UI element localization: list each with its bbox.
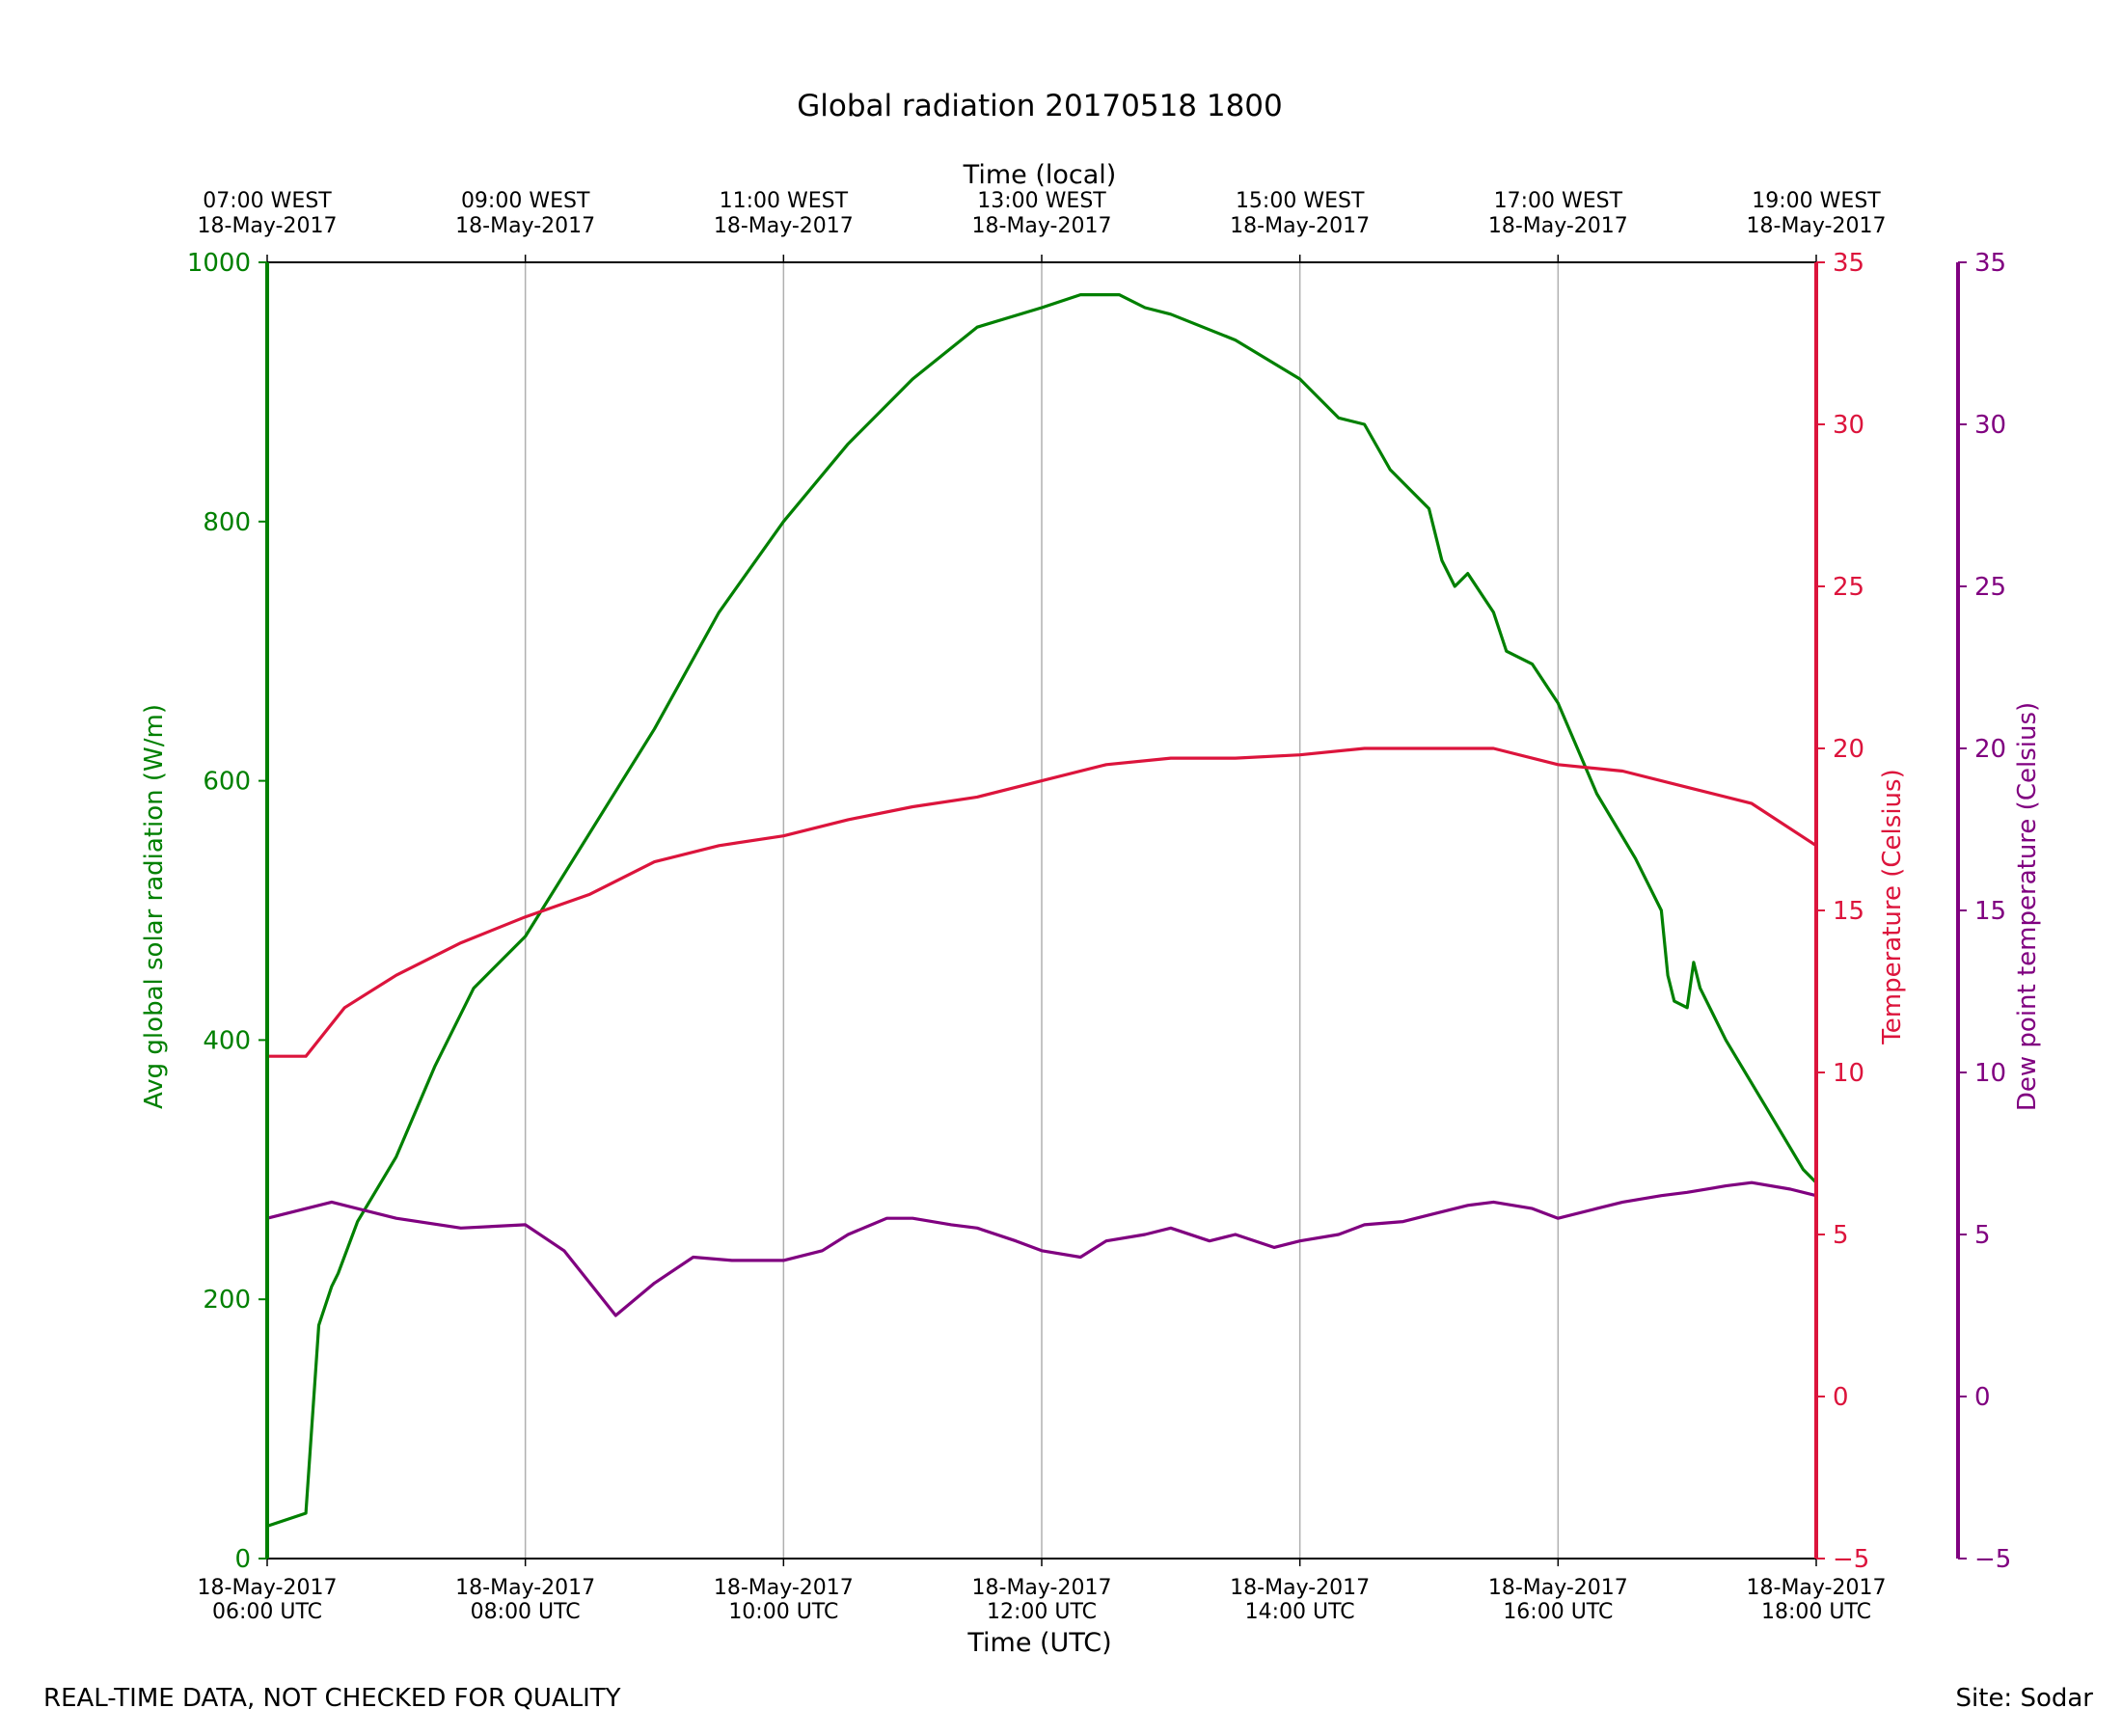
top-tick-label-time: 11:00 WEST — [720, 189, 849, 213]
x-tick-label-date: 18-May-2017 — [972, 1576, 1112, 1600]
top-tick-label-time: 17:00 WEST — [1494, 189, 1623, 213]
dewpoint-tick-label: 10 — [1974, 1059, 2006, 1088]
x-tick-label-date: 18-May-2017 — [714, 1576, 854, 1600]
temperature-tick-label: 10 — [1833, 1059, 1864, 1088]
top-tick-label-time: 19:00 WEST — [1752, 189, 1881, 213]
x-tick-label-time: 14:00 UTC — [1245, 1600, 1355, 1624]
radiation-tick-label: 1000 — [187, 249, 251, 278]
top-tick-label-date: 18-May-2017 — [714, 214, 854, 238]
radiation-tick-label: 600 — [203, 768, 251, 797]
site-label: Site: Sodar — [1955, 1684, 2093, 1713]
temperature-tick-label: 5 — [1833, 1221, 1849, 1250]
radiation-tick-label: 400 — [203, 1026, 251, 1055]
top-tick-label-time: 15:00 WEST — [1236, 189, 1365, 213]
radiation-series-line — [266, 293, 1818, 1528]
x-tick-label-time: 08:00 UTC — [471, 1600, 581, 1624]
chart-title: Global radiation 20170518 1800 — [797, 89, 1283, 123]
temperature-tick-label: 25 — [1833, 573, 1864, 602]
x-tick-label-date: 18-May-2017 — [1230, 1576, 1370, 1600]
radiation-tick-label: 800 — [203, 508, 251, 537]
temperature-tick-label: 35 — [1833, 249, 1864, 278]
temperature-tick-label: −5 — [1833, 1545, 1869, 1574]
dewpoint-tick-label: 35 — [1974, 249, 2006, 278]
x-tick-label-time: 10:00 UTC — [728, 1600, 838, 1624]
top-tick-label-date: 18-May-2017 — [198, 214, 338, 238]
radiation-tick-label: 0 — [234, 1545, 251, 1574]
temperature-tick-label: 0 — [1833, 1383, 1849, 1412]
dewpoint-tick-label: 0 — [1974, 1383, 1991, 1412]
x-tick-label-date: 18-May-2017 — [1747, 1576, 1887, 1600]
dewpoint-tick-label: 15 — [1974, 897, 2006, 926]
top-tick-label-time: 07:00 WEST — [203, 189, 332, 213]
temperature-tick-label: 20 — [1833, 735, 1864, 764]
dewpoint-tick-label: 30 — [1974, 411, 2006, 440]
x-tick-label-time: 06:00 UTC — [212, 1600, 322, 1624]
dewpoint-tick-label: 5 — [1974, 1221, 1991, 1250]
top-tick-label-date: 18-May-2017 — [1747, 214, 1887, 238]
gridlines — [524, 262, 1560, 1559]
dewpoint-axis-label: Dew point temperature (Celsius) — [2013, 702, 2042, 1111]
x-tick-label-time: 16:00 UTC — [1503, 1600, 1613, 1624]
dewpoint-tick-label: 20 — [1974, 735, 2006, 764]
top-tick-label-date: 18-May-2017 — [1488, 214, 1628, 238]
x-tick-label-time: 18:00 UTC — [1761, 1600, 1871, 1624]
x-tick-label-time: 12:00 UTC — [987, 1600, 1097, 1624]
x-tick-label-date: 18-May-2017 — [198, 1576, 338, 1600]
quality-disclaimer: REAL-TIME DATA, NOT CHECKED FOR QUALITY — [43, 1684, 621, 1713]
temperature-tick-label: 15 — [1833, 897, 1864, 926]
dewpoint-tick-label: 25 — [1974, 573, 2006, 602]
temperature-series-line — [267, 746, 1817, 1058]
top-tick-label-time: 13:00 WEST — [977, 189, 1106, 213]
top-tick-label-date: 18-May-2017 — [1230, 214, 1370, 238]
radiation-tick-label: 200 — [203, 1286, 251, 1315]
radiation-chart: Global radiation 20170518 1800 Time (loc… — [140, 89, 2042, 1658]
top-tick-label-date: 18-May-2017 — [972, 214, 1112, 238]
top-tick-label-time: 09:00 WEST — [461, 189, 590, 213]
radiation-axis-label: Avg global solar radiation (W/m) — [140, 704, 169, 1109]
x-tick-label-date: 18-May-2017 — [1488, 1576, 1628, 1600]
top-tick-label-date: 18-May-2017 — [455, 214, 595, 238]
top-axis-label: Time (local) — [963, 160, 1117, 190]
series-group — [266, 293, 1818, 1528]
temperature-axis-label: Temperature (Celsius) — [1878, 769, 1907, 1044]
temperature-tick-label: 30 — [1833, 411, 1864, 440]
x-axis-label: Time (UTC) — [966, 1628, 1111, 1658]
x-tick-label-date: 18-May-2017 — [455, 1576, 595, 1600]
dewpoint-series-line — [266, 1180, 1817, 1317]
dewpoint-tick-label: −5 — [1974, 1545, 2011, 1574]
